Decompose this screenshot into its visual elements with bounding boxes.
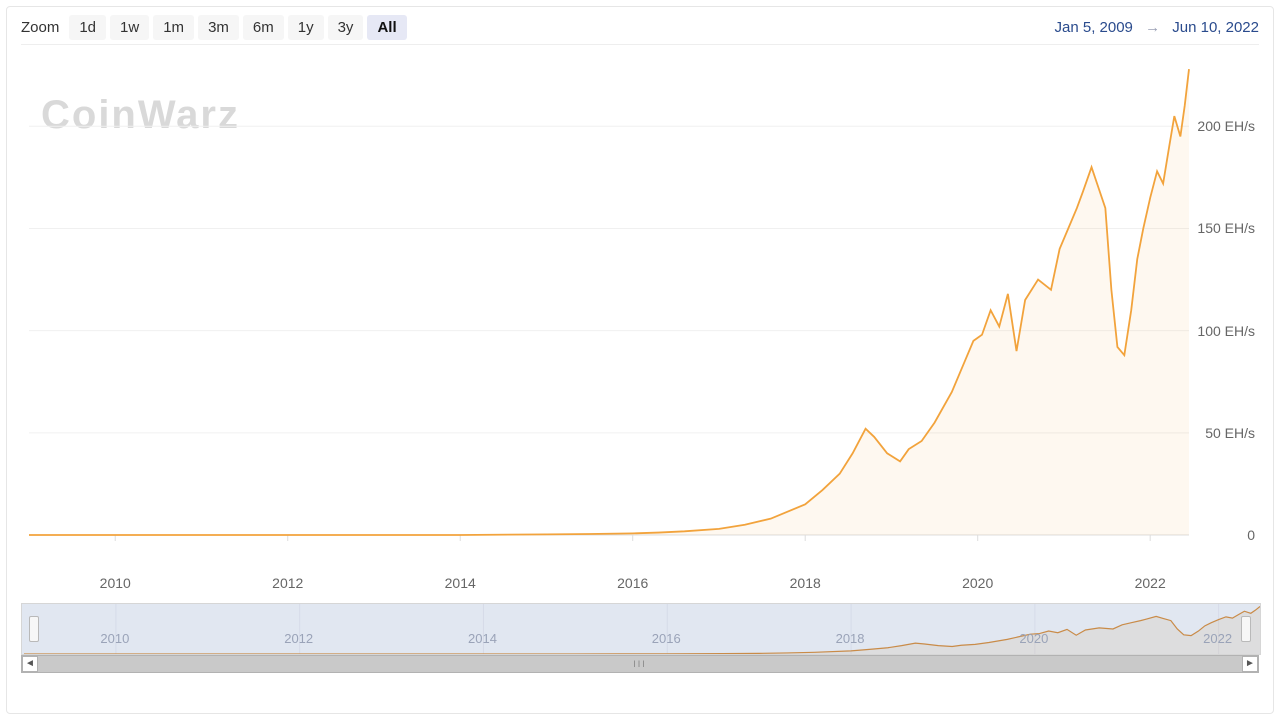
navigator-handle-left[interactable] bbox=[29, 616, 39, 642]
x-tick-label: 2022 bbox=[1135, 575, 1166, 591]
navigator-handle-right[interactable] bbox=[1241, 616, 1251, 642]
scroll-grip[interactable]: III bbox=[38, 659, 1242, 669]
navigator-svg bbox=[21, 603, 1261, 655]
scroll-left-button[interactable]: ◄ bbox=[22, 656, 38, 672]
y-tick-label: 200 EH/s bbox=[1197, 118, 1255, 134]
navigator-x-tick-label: 2012 bbox=[284, 631, 313, 646]
chart-card: Zoom 1d1w1m3m6m1y3yAll Jan 5, 2009 → Jun… bbox=[6, 6, 1274, 714]
y-tick-label: 100 EH/s bbox=[1197, 323, 1255, 339]
zoom-button-1w[interactable]: 1w bbox=[110, 15, 149, 40]
x-tick-label: 2012 bbox=[272, 575, 303, 591]
zoom-button-3m[interactable]: 3m bbox=[198, 15, 239, 40]
navigator-x-tick-label: 2014 bbox=[468, 631, 497, 646]
x-tick-label: 2014 bbox=[445, 575, 476, 591]
zoom-button-1y[interactable]: 1y bbox=[288, 15, 324, 40]
navigator-x-tick-label: 2016 bbox=[652, 631, 681, 646]
y-tick-label: 50 EH/s bbox=[1205, 425, 1255, 441]
navigator[interactable]: 2010 2012 2014 2016 2018 2020 2022 ◄ III ► bbox=[21, 603, 1259, 675]
x-tick-label: 2010 bbox=[100, 575, 131, 591]
navigator-x-tick-label: 2020 bbox=[1019, 631, 1048, 646]
scroll-right-button[interactable]: ► bbox=[1242, 656, 1258, 672]
navigator-x-tick-label: 2022 bbox=[1203, 631, 1232, 646]
navigator-x-tick-label: 2018 bbox=[836, 631, 865, 646]
zoom-button-1m[interactable]: 1m bbox=[153, 15, 194, 40]
navigator-x-tick-label: 2010 bbox=[100, 631, 129, 646]
zoom-button-1d[interactable]: 1d bbox=[69, 15, 106, 40]
x-axis-ticks: 2010 2012 2014 2016 2018 2020 2022 bbox=[21, 571, 1259, 595]
date-range[interactable]: Jan 5, 2009 → Jun 10, 2022 bbox=[1055, 19, 1260, 36]
x-tick-label: 2020 bbox=[962, 575, 993, 591]
x-tick-label: 2016 bbox=[617, 575, 648, 591]
y-tick-label: 150 EH/s bbox=[1197, 220, 1255, 236]
zoom-button-3y[interactable]: 3y bbox=[328, 15, 364, 40]
navigator-scrollbar[interactable]: ◄ III ► bbox=[21, 655, 1259, 673]
x-tick-label: 2018 bbox=[790, 575, 821, 591]
divider bbox=[21, 44, 1259, 45]
date-from: Jan 5, 2009 bbox=[1055, 19, 1133, 36]
toolbar: Zoom 1d1w1m3m6m1y3yAll Jan 5, 2009 → Jun… bbox=[7, 7, 1273, 44]
zoom-button-6m[interactable]: 6m bbox=[243, 15, 284, 40]
main-chart[interactable]: 0 50 EH/s 100 EH/s 150 EH/s 200 EH/s bbox=[21, 59, 1259, 571]
zoom-label: Zoom bbox=[21, 19, 59, 36]
date-to: Jun 10, 2022 bbox=[1172, 19, 1259, 36]
y-tick-label: 0 bbox=[1247, 527, 1255, 543]
zoom-button-all[interactable]: All bbox=[367, 15, 406, 40]
arrow-right-icon: → bbox=[1145, 19, 1160, 36]
chart-svg bbox=[21, 59, 1261, 571]
